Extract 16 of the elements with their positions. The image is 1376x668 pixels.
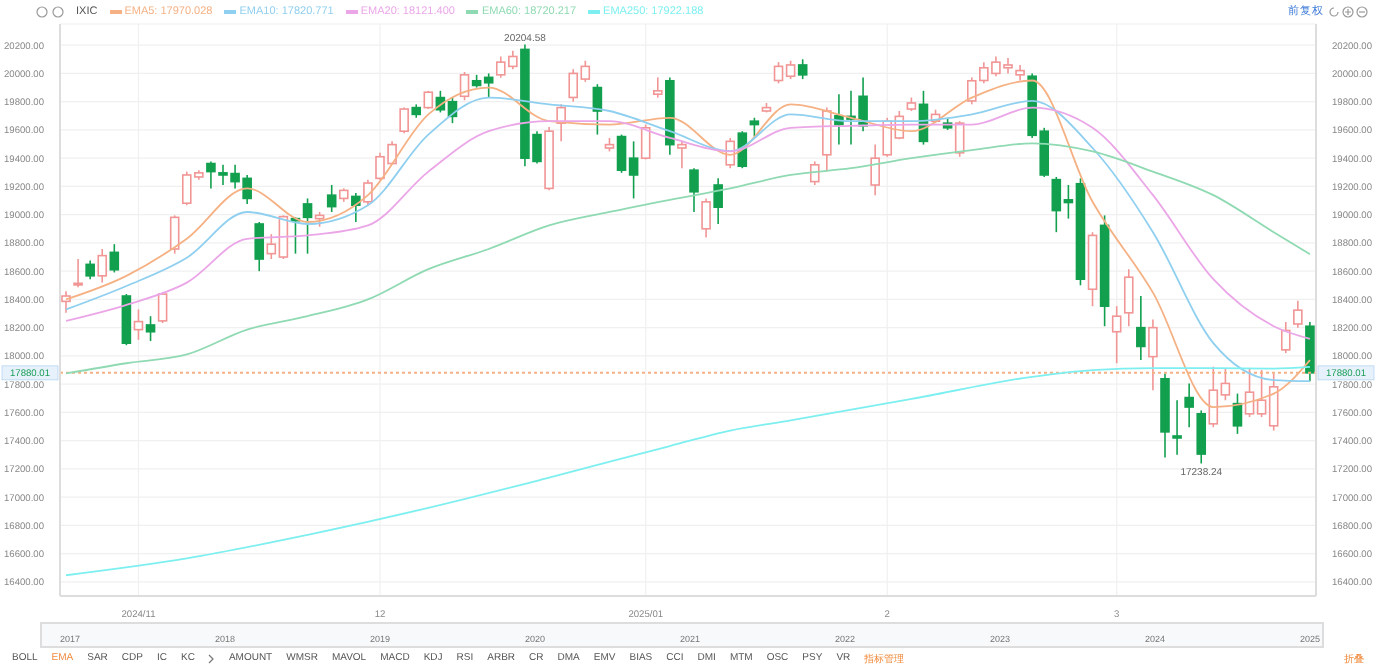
candlestick [411,103,422,119]
line-series [65,142,1311,375]
candlestick [1196,409,1207,465]
candlestick [1136,295,1146,361]
candlestick [1148,318,1158,392]
candlestick [701,197,711,239]
candlestick [652,76,663,99]
candlestick [1184,382,1194,429]
candlestick [1172,399,1182,456]
candlestick [1123,268,1134,328]
candlestick [665,76,675,156]
candlestick [870,143,880,196]
candlestick [97,248,108,284]
candlestick [713,177,723,225]
candlestick [1293,300,1303,329]
candlestick [338,187,349,203]
